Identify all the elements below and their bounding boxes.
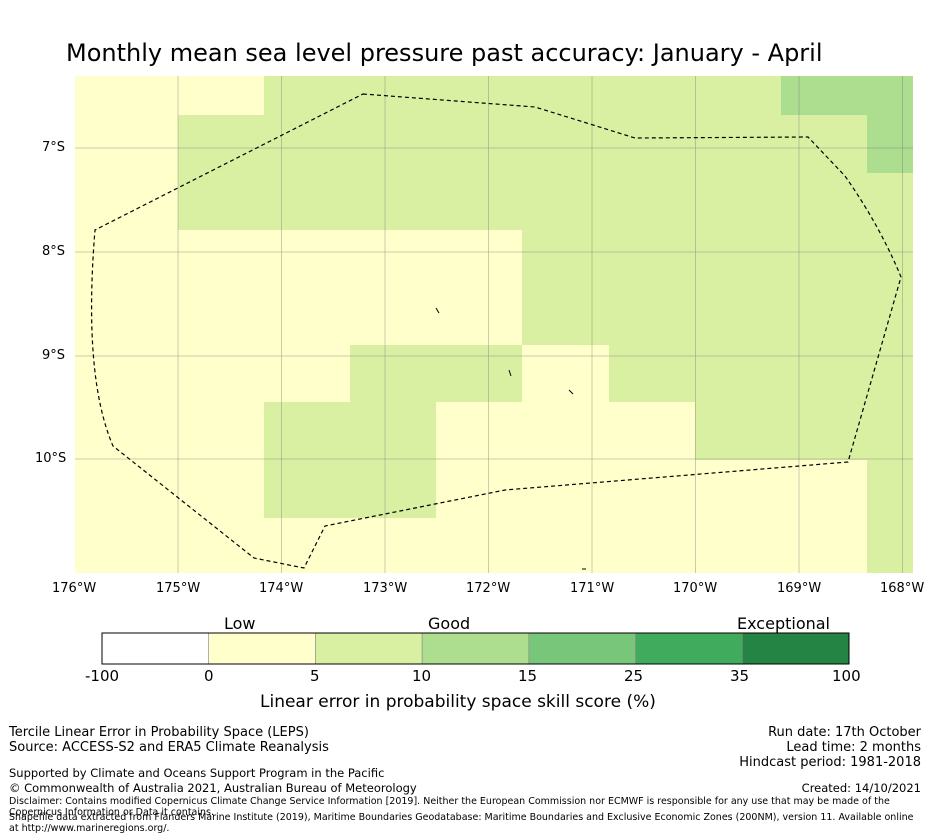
footer-lead-time: Lead time: 2 months xyxy=(786,740,921,755)
colorbar-tick: 5 xyxy=(310,667,320,685)
island xyxy=(435,307,440,314)
colorbar-swatch xyxy=(741,632,850,665)
lon-label: 171°W xyxy=(570,581,615,596)
footer-run-date: Run date: 17th October xyxy=(768,725,921,740)
lon-label: 173°W xyxy=(363,581,408,596)
colorbar-tick: 15 xyxy=(518,667,538,685)
skill-cell xyxy=(75,76,264,115)
skill-cell xyxy=(695,402,913,460)
skill-grid xyxy=(75,76,913,573)
footer-source: Source: ACCESS-S2 and ERA5 Climate Reana… xyxy=(9,740,329,755)
lat-label: 8°S xyxy=(42,244,66,259)
colorbar-tick: -100 xyxy=(85,667,120,685)
colorbar-frame xyxy=(101,632,850,665)
skill-cell xyxy=(522,230,913,345)
footer-support: Supported by Climate and Oceans Support … xyxy=(9,766,385,780)
chart-title: Monthly mean sea level pressure past acc… xyxy=(66,39,823,67)
colorbar xyxy=(101,632,850,665)
colorbar-tick: 35 xyxy=(730,667,750,685)
skill-cell xyxy=(781,76,913,115)
footer-hindcast: Hindcast period: 1981-2018 xyxy=(739,755,921,770)
lon-label: 172°W xyxy=(466,581,511,596)
lon-label: 169°W xyxy=(777,581,822,596)
colorbar-category: Exceptional xyxy=(737,614,830,633)
colorbar-category: Good xyxy=(428,614,471,633)
colorbar-tick: 25 xyxy=(624,667,644,685)
island xyxy=(508,369,512,377)
colorbar-swatches xyxy=(101,632,850,665)
footer-shapefile: Shapefile data extracted from Flanders M… xyxy=(9,812,914,834)
colorbar-label: Linear error in probability space skill … xyxy=(260,692,656,712)
island xyxy=(568,389,574,395)
skill-cell xyxy=(867,460,913,573)
islands xyxy=(435,307,586,570)
skill-cell xyxy=(609,345,913,402)
footer-created: Created: 14/10/2021 xyxy=(801,781,921,795)
colorbar-swatch xyxy=(421,632,530,665)
footer-method: Tercile Linear Error in Probability Spac… xyxy=(9,725,309,740)
skill-cell xyxy=(350,345,522,402)
eez-boundary xyxy=(90,93,902,569)
colorbar-swatch xyxy=(101,632,210,665)
lat-label: 10°S xyxy=(35,451,67,466)
colorbar-tick: 100 xyxy=(832,667,861,685)
lon-label: 176°W xyxy=(52,581,97,596)
footer-copyright: © Commonwealth of Australia 2021, Austra… xyxy=(9,781,417,795)
skill-cell xyxy=(178,115,913,230)
colorbar-category: Low xyxy=(224,614,256,633)
skill-cell xyxy=(264,402,436,518)
colorbar-swatch xyxy=(208,632,316,665)
lon-label: 174°W xyxy=(259,581,304,596)
lat-label: 7°S xyxy=(42,140,66,155)
footer-disclaimer: Disclaimer: Contains modified Copernicus… xyxy=(9,796,890,818)
lon-label: 175°W xyxy=(156,581,201,596)
skill-map xyxy=(75,76,913,573)
lon-label: 168°W xyxy=(880,581,925,596)
skill-cell xyxy=(867,115,913,173)
graticule xyxy=(75,76,913,573)
colorbar-tick: 10 xyxy=(412,667,432,685)
colorbar-swatch xyxy=(635,632,743,665)
colorbar-swatch xyxy=(528,632,636,665)
colorbar-swatch xyxy=(315,632,423,665)
lon-label: 170°W xyxy=(673,581,718,596)
lat-label: 9°S xyxy=(42,348,66,363)
colorbar-tick: 0 xyxy=(204,667,214,685)
